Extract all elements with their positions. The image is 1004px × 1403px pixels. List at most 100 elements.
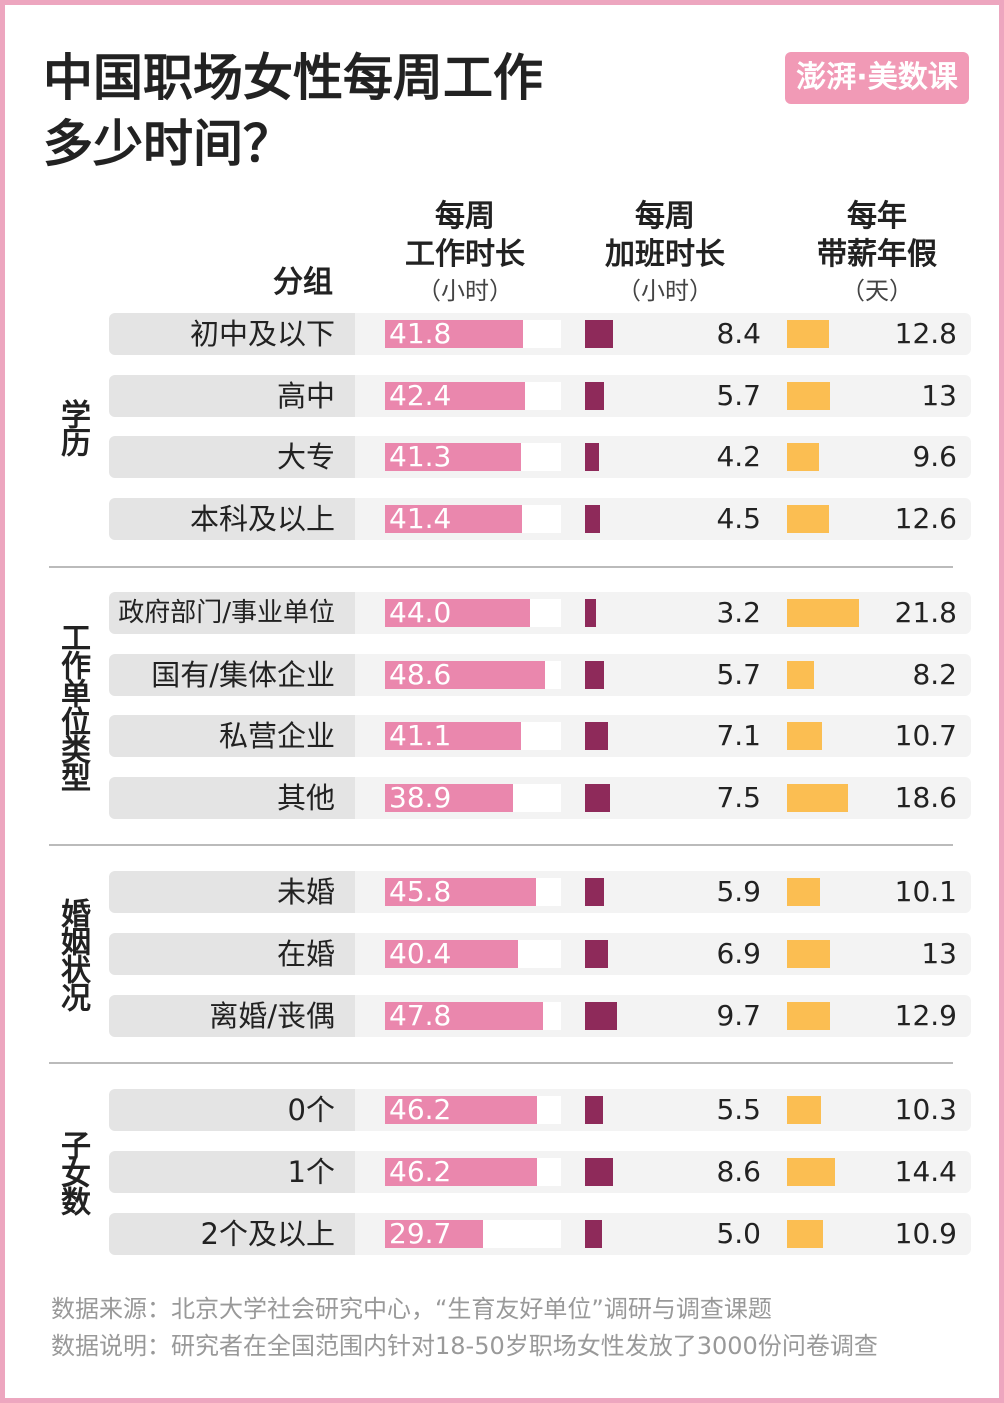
overtime-label: 4.5 — [716, 502, 761, 535]
category-label: 2个及以上 — [200, 1217, 335, 1251]
category-label: 未婚 — [276, 875, 335, 909]
overtime-label: 9.7 — [716, 999, 761, 1032]
hours-bar — [385, 505, 522, 533]
leave-bar — [787, 443, 819, 471]
category-label: 1个 — [287, 1155, 335, 1189]
overtime-label: 5.9 — [716, 875, 761, 908]
overtime-bar — [585, 940, 608, 968]
leave-bar — [787, 505, 829, 533]
hours-bar — [385, 599, 531, 627]
hours-bar — [385, 940, 519, 968]
overtime-label: 5.0 — [716, 1217, 761, 1250]
overtime-bar — [585, 599, 596, 627]
source: 数据来源：北京大学社会研究中心，“生育友好单位”调研与调查课题 — [51, 1295, 772, 1323]
hours-bar — [385, 1158, 538, 1186]
hours-label: 47.8 — [389, 999, 452, 1032]
hours-label: 45.8 — [389, 875, 452, 908]
leave-bar — [787, 1158, 835, 1186]
logo: 澎湃·美数课 — [785, 52, 969, 104]
overtime-bar — [585, 784, 610, 812]
leave-label: 10.7 — [894, 719, 957, 752]
leave-label: 10.9 — [894, 1217, 957, 1250]
overtime-label: 6.9 — [716, 937, 761, 970]
column-header: 每周 工作时长 — [405, 199, 525, 272]
leave-bar — [787, 784, 849, 812]
category-label: 大专 — [276, 440, 335, 474]
category-label: 国有/集体企业 — [151, 658, 335, 692]
hours-bar — [385, 382, 525, 410]
hours-label: 40.4 — [389, 937, 452, 970]
leave-label: 9.6 — [912, 440, 957, 473]
label-cell — [109, 871, 355, 913]
group-header: 分组 — [273, 265, 333, 300]
hours-bar — [385, 784, 514, 812]
leave-label: 21.8 — [894, 596, 957, 629]
leave-bar — [787, 1220, 823, 1248]
column-unit: （小时） — [617, 277, 713, 305]
label-cell — [109, 1213, 355, 1255]
overtime-label: 8.6 — [716, 1155, 761, 1188]
label-cell — [109, 933, 355, 975]
hours-bar — [385, 320, 523, 348]
hours-label: 38.9 — [389, 781, 452, 814]
overtime-label: 7.1 — [716, 719, 761, 752]
group-label: 婚姻状况 — [55, 898, 90, 1010]
overtime-label: 5.5 — [716, 1093, 761, 1126]
leave-label: 8.2 — [912, 658, 957, 691]
leave-label: 12.9 — [894, 999, 957, 1032]
overtime-bar — [585, 382, 604, 410]
overtime-label: 7.5 — [716, 781, 761, 814]
column-unit: （小时） — [417, 277, 513, 305]
overtime-bar — [585, 443, 599, 471]
group-label: 工作单位类型 — [55, 621, 90, 790]
overtime-bar — [585, 1096, 604, 1124]
hours-bar — [385, 878, 537, 906]
leave-bar — [787, 722, 823, 750]
overtime-bar — [585, 1002, 617, 1030]
leave-label: 10.3 — [894, 1093, 957, 1126]
group-label: 子女数 — [55, 1130, 90, 1214]
label-cell — [109, 375, 355, 417]
leave-bar — [787, 661, 815, 689]
group-label: 学历 — [55, 398, 90, 455]
label-cell — [109, 995, 355, 1037]
hours-label: 46.2 — [389, 1093, 452, 1126]
leave-bar — [787, 878, 821, 906]
hours-label: 48.6 — [389, 658, 452, 691]
note: 数据说明：研究者在全国范围内针对18-50岁职场女性发放了3000份问卷调查 — [51, 1332, 878, 1360]
label-cell — [109, 313, 355, 355]
overtime-label: 3.2 — [716, 596, 761, 629]
category-label: 其他 — [276, 781, 335, 815]
overtime-bar — [585, 505, 600, 533]
hours-label: 29.7 — [389, 1217, 452, 1250]
hours-bar — [385, 1002, 543, 1030]
title: 中国职场女性每周工作 多少时间？ — [43, 49, 543, 173]
category-label: 离婚/丧偶 — [209, 999, 335, 1033]
leave-bar — [787, 320, 830, 348]
category-label: 私营企业 — [218, 719, 335, 753]
overtime-bar — [585, 320, 613, 348]
overtime-label: 5.7 — [716, 658, 761, 691]
label-cell — [109, 777, 355, 819]
overtime-bar — [585, 722, 609, 750]
label-cell — [109, 1089, 355, 1131]
category-label: 本科及以上 — [189, 502, 335, 536]
leave-label: 10.1 — [894, 875, 957, 908]
overtime-label: 5.7 — [716, 379, 761, 412]
column-header: 每周 加班时长 — [605, 199, 725, 272]
separator — [49, 844, 953, 846]
leave-label: 13 — [921, 379, 957, 412]
category-label: 在婚 — [276, 937, 335, 971]
label-cell — [109, 436, 355, 478]
leave-bar — [787, 940, 830, 968]
leave-label: 12.8 — [894, 317, 957, 350]
column-header: 每年 带薪年假 — [817, 199, 937, 272]
category-label: 0个 — [287, 1093, 335, 1127]
overtime-label: 4.2 — [716, 440, 761, 473]
leave-bar — [787, 382, 830, 410]
hours-bar — [385, 443, 522, 471]
hours-label: 41.1 — [389, 719, 452, 752]
hours-bar — [385, 722, 521, 750]
separator — [49, 566, 953, 568]
